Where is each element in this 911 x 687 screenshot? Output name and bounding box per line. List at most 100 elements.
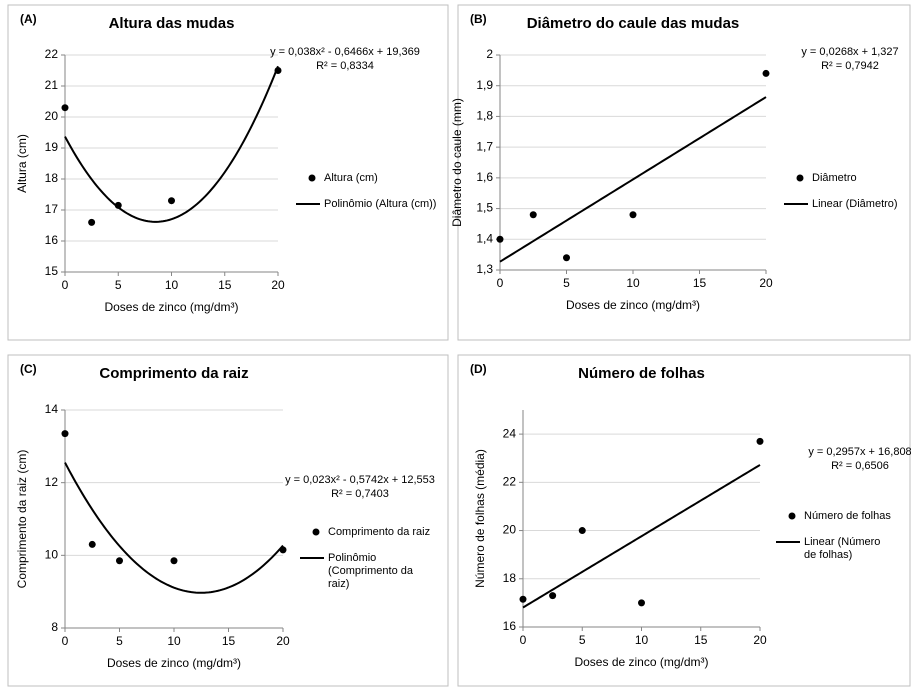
legend-label: Linear (Número de folhas) <box>804 536 880 561</box>
y-tick-label: 2 <box>486 47 493 61</box>
chart-title: Número de folhas <box>578 365 705 382</box>
y-tick-label: 18 <box>503 571 517 585</box>
x-tick-label: 5 <box>579 633 586 647</box>
chart-title: Comprimento da raiz <box>99 365 248 382</box>
trend-equation: y = 0,2957x + 16,808 <box>808 446 911 458</box>
data-point <box>519 595 527 603</box>
legend-marker <box>796 174 804 182</box>
panel-label: (D) <box>470 362 487 376</box>
trend-r-squared: R² = 0,7942 <box>821 60 879 72</box>
trend-r-squared: R² = 0,6506 <box>831 460 889 472</box>
x-tick-label: 10 <box>167 634 181 648</box>
y-tick-label: 15 <box>45 264 59 278</box>
y-tick-label: 1,4 <box>476 231 493 245</box>
y-tick-label: 16 <box>45 233 59 247</box>
panel <box>457 354 911 687</box>
y-tick-label: 16 <box>503 619 517 633</box>
data-point <box>629 211 637 219</box>
x-tick-label: 15 <box>218 278 232 292</box>
legend-label: Comprimento da raiz <box>328 526 430 538</box>
x-tick-label: 20 <box>759 276 773 290</box>
y-axis-label: Altura (cm) <box>15 134 29 193</box>
trendline <box>64 65 279 223</box>
y-tick-label: 21 <box>45 78 59 92</box>
x-tick-label: 20 <box>276 634 290 648</box>
trend-equation: y = 0,0268x + 1,327 <box>801 46 898 58</box>
y-tick-label: 22 <box>45 47 59 61</box>
x-tick-label: 0 <box>497 276 504 290</box>
data-point <box>61 104 69 112</box>
x-tick-label: 10 <box>165 278 179 292</box>
y-tick-label: 1,3 <box>476 262 493 276</box>
x-tick-label: 5 <box>563 276 570 290</box>
data-point <box>638 599 645 607</box>
y-tick-label: 10 <box>45 548 59 562</box>
y-tick-label: 17 <box>45 202 59 216</box>
y-tick-label: 8 <box>51 620 58 634</box>
y-tick-label: 22 <box>503 475 517 489</box>
y-tick-label: 20 <box>503 523 517 537</box>
trendline <box>522 464 761 609</box>
x-tick-label: 15 <box>693 276 707 290</box>
x-axis-label: Doses de zinco (mg/dm³) <box>104 300 238 314</box>
x-axis-label: Doses de zinco (mg/dm³) <box>566 298 700 312</box>
chart-title: Altura das mudas <box>109 15 235 32</box>
data-point <box>114 201 122 209</box>
trend-r-squared: R² = 0,8334 <box>316 60 374 72</box>
data-point <box>529 211 537 219</box>
y-tick-label: 1,9 <box>476 78 493 92</box>
panel-label: (B) <box>470 12 487 26</box>
x-tick-label: 5 <box>116 634 123 648</box>
x-tick-label: 15 <box>694 633 708 647</box>
trendline <box>499 96 767 263</box>
y-tick-label: 24 <box>503 426 517 440</box>
data-point <box>274 67 282 74</box>
y-axis-label: Número de folhas (média) <box>473 449 487 588</box>
legend-label: Linear (Diâmetro) <box>812 198 898 210</box>
chart-title: Diâmetro do caule das mudas <box>527 15 740 32</box>
legend-label: Número de folhas <box>804 510 891 522</box>
panel <box>7 4 449 341</box>
data-point <box>168 197 175 205</box>
y-tick-label: 12 <box>45 475 59 489</box>
x-tick-label: 10 <box>626 276 640 290</box>
x-axis-label: Doses de zinco (mg/dm³) <box>107 656 241 670</box>
x-axis-label: Doses de zinco (mg/dm³) <box>574 655 708 669</box>
data-point <box>496 235 504 243</box>
data-point <box>578 527 586 535</box>
data-point <box>762 69 770 77</box>
panel-label: (A) <box>20 12 37 26</box>
data-point <box>61 430 69 438</box>
y-tick-label: 1,5 <box>476 201 493 215</box>
legend-label: Polinômio (Altura (cm)) <box>324 198 436 210</box>
legend-label: Diâmetro <box>812 172 857 184</box>
x-tick-label: 0 <box>62 634 69 648</box>
y-tick-label: 1,6 <box>476 170 493 184</box>
trend-r-squared: R² = 0,7403 <box>331 488 389 500</box>
panel-label: (C) <box>20 362 37 376</box>
panel <box>457 4 911 341</box>
y-tick-label: 19 <box>45 140 59 154</box>
x-tick-label: 20 <box>271 278 285 292</box>
y-tick-label: 20 <box>45 109 59 123</box>
data-point <box>563 254 570 262</box>
x-tick-label: 15 <box>222 634 236 648</box>
x-tick-label: 10 <box>635 633 649 647</box>
y-tick-label: 1,8 <box>476 109 493 123</box>
data-point <box>549 592 557 600</box>
legend-marker <box>308 174 316 182</box>
data-point <box>756 437 764 445</box>
data-point <box>279 546 287 554</box>
data-point <box>116 557 123 565</box>
legend-label: Polinômio (Comprimento da raiz) <box>328 552 414 590</box>
data-point <box>88 540 96 548</box>
data-point <box>170 557 178 565</box>
data-point <box>88 218 96 226</box>
y-axis-label: Comprimento da raiz (cm) <box>15 450 29 589</box>
y-axis-label: Diâmetro do caule (mm) <box>450 98 464 227</box>
trend-equation: y = 0,038x² - 0,6466x + 19,369 <box>270 46 420 58</box>
y-tick-label: 14 <box>45 402 59 416</box>
x-tick-label: 20 <box>753 633 767 647</box>
